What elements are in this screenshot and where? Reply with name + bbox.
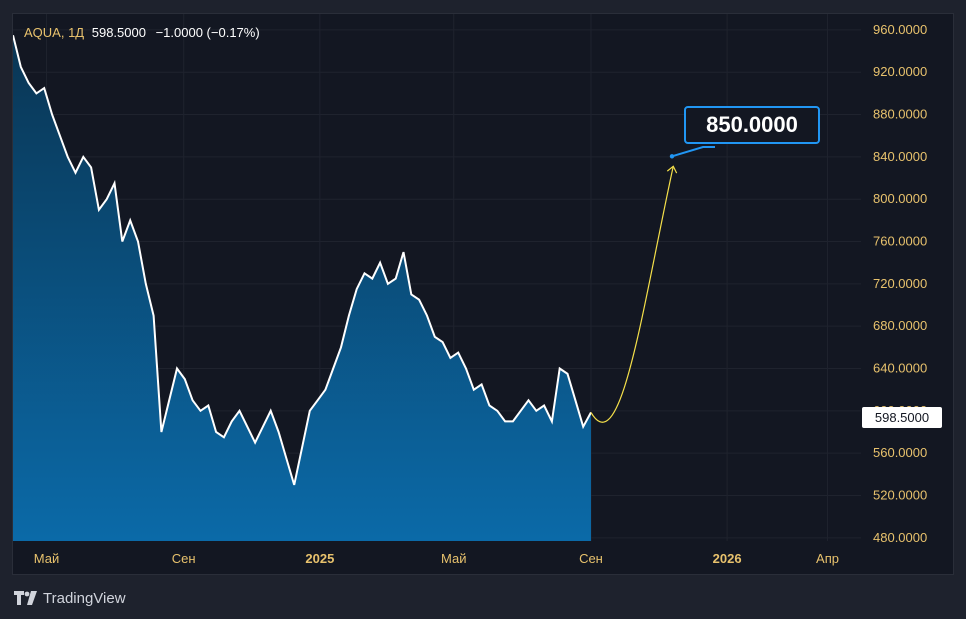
callout-pointer bbox=[671, 146, 715, 158]
last-price-label: 598.5000 bbox=[862, 407, 942, 428]
price-chart[interactable]: 960.0000 920.0000 880.0000 840.0000 800.0000… bbox=[13, 14, 953, 574]
y-tick-label: 880.0000 bbox=[873, 107, 927, 122]
legend-change: −1.0000 (−0.17%) bbox=[155, 25, 260, 40]
y-tick-label: 720.0000 bbox=[873, 276, 927, 291]
y-tick-label: 760.0000 bbox=[873, 234, 927, 249]
x-tick-label: Сен bbox=[172, 551, 196, 566]
y-tick-label: 920.0000 bbox=[873, 64, 927, 79]
y-tick-label: 680.0000 bbox=[873, 318, 927, 333]
chart-frame: 960.0000 920.0000 880.0000 840.0000 800.0000… bbox=[12, 13, 954, 575]
price-area bbox=[13, 35, 591, 541]
x-tick-label: 2026 bbox=[713, 551, 742, 566]
y-tick-label: 520.0000 bbox=[873, 487, 927, 502]
y-tick-label: 480.0000 bbox=[873, 530, 927, 545]
x-tick-label: Апр bbox=[816, 551, 839, 566]
legend-price: 598.5000 bbox=[91, 25, 146, 40]
tradingview-brand: TradingView bbox=[43, 589, 126, 607]
y-tick-label: 800.0000 bbox=[873, 191, 927, 206]
y-tick-label: 840.0000 bbox=[873, 149, 927, 164]
y-tick-label: 640.0000 bbox=[873, 361, 927, 376]
tradingview-logo[interactable]: TradingView bbox=[14, 588, 126, 608]
x-tick-label: Май bbox=[34, 551, 59, 566]
tradingview-logo-icon bbox=[14, 591, 37, 605]
legend-symbol[interactable]: AQUA, 1Д bbox=[24, 25, 85, 40]
x-tick-label: Май bbox=[441, 551, 466, 566]
legend: AQUA, 1Д 598.5000 −1.0000 (−0.17%) bbox=[24, 25, 260, 40]
x-tick-label: Сен bbox=[579, 551, 603, 566]
x-tick-label: 2025 bbox=[305, 551, 334, 566]
y-tick-label: 960.0000 bbox=[873, 22, 927, 37]
y-tick-label: 560.0000 bbox=[873, 445, 927, 460]
price-line bbox=[13, 34, 592, 486]
forecast-arrow bbox=[590, 165, 678, 423]
price-target-callout[interactable]: 850.0000 bbox=[684, 106, 820, 144]
